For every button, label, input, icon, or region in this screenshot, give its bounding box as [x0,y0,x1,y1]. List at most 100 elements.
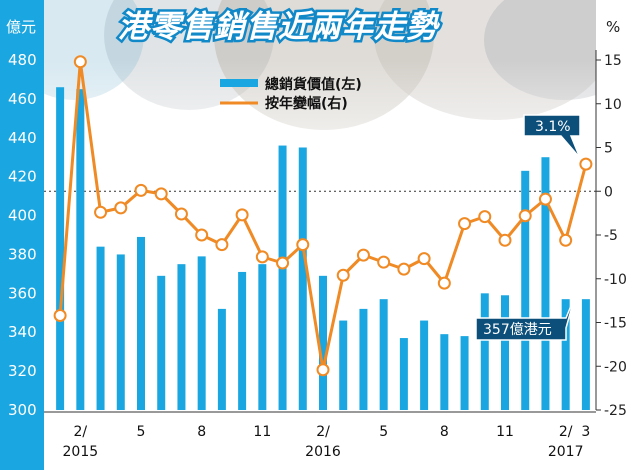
bar [116,254,125,410]
x-tick-label: 8 [440,424,449,440]
y-right-tick-label: 0 [604,184,613,200]
y-left-tick-label: 320 [8,362,37,380]
line-point [538,192,552,206]
bar [278,145,287,411]
y-right-tick-label: -15 [604,316,627,332]
line-point [53,309,67,322]
bar [561,299,570,410]
line-point [255,250,269,264]
y-left-tick-label: 360 [8,284,37,302]
line-point [417,252,431,266]
bar [96,246,105,410]
line-point [94,205,108,219]
bar [177,264,186,410]
right-axis-strip [596,0,643,470]
bar [137,236,145,410]
bar [157,275,166,410]
legend-swatch-bar [220,79,258,87]
callout-percent-text: 3.1% [535,119,571,135]
line-point [276,256,290,270]
bar [197,256,206,410]
line-point [397,262,411,276]
y-right-tick-label: 15 [604,53,622,69]
y-right-tick-label: -20 [604,359,627,375]
legend-label-bar: 總銷貨價值(左) [265,76,362,93]
y-left-tick-label: 480 [8,51,37,69]
photo-background [44,0,596,412]
x-tick-label: 3 [581,424,590,440]
bar [541,157,550,410]
line-point [336,268,350,282]
x-tick-label: 2/ [74,424,88,440]
x-tick-label: 8 [197,424,206,440]
line-point [215,238,229,252]
x-tick-label: 11 [253,424,271,440]
x-tick-year-label: 2016 [305,444,341,460]
line-point [437,276,451,290]
callout-percent-box [523,114,581,159]
line-point [498,233,512,247]
line-point [114,201,128,215]
line-point [518,209,532,223]
line-point [174,207,188,221]
x-axis-strip [44,412,596,470]
x-tick-label: 2/ [559,424,573,440]
bar [399,338,408,410]
bar [298,147,307,410]
y-right-tick-label: -5 [604,228,618,244]
line-point [559,233,573,247]
bar [480,293,489,410]
line-point [356,248,370,262]
y-right-tick-label: 5 [604,141,613,157]
bar [238,271,247,410]
x-tick-year-label: 2015 [63,444,99,460]
x-tick-label: 5 [137,424,146,440]
line-point [154,187,168,201]
chart-title: 港零售銷售近兩年走勢 [118,9,441,45]
left-axis-strip [0,0,44,470]
bar [581,299,590,410]
callout-value-box [475,295,576,341]
line-point [377,255,391,269]
line-point [296,238,310,252]
y-left-tick-label: 400 [8,207,37,225]
x-tick-label: 5 [379,424,388,440]
y-left-tick-label: 340 [8,323,37,341]
line-point [458,217,472,231]
bar [359,308,368,410]
y-right-tick-label: 10 [604,97,622,113]
bar [339,320,348,410]
legend-label-line: 按年變幅(右) [265,95,348,112]
y-right-unit: % [606,18,620,36]
bar [501,295,509,410]
bar [521,170,530,410]
line-point [316,363,330,377]
line-point [195,228,209,242]
bar [217,308,226,410]
bar [460,336,469,410]
line-point [579,157,593,171]
line-point [134,183,148,197]
line-point [478,210,492,224]
y-left-tick-label: 380 [8,245,37,263]
bar [440,334,449,410]
y-left-tick-label: 460 [8,90,37,108]
bar [56,87,65,410]
line-point [235,208,249,222]
y-left-tick-label: 420 [8,168,37,186]
y-right-tick-label: -25 [604,403,627,419]
x-tick-label: 2/ [316,424,330,440]
y-left-tick-label: 300 [8,401,37,419]
line-point [73,55,87,69]
y-left-tick-label: 440 [8,129,37,147]
bar [76,89,85,411]
bar [420,320,429,410]
x-tick-year-label: 2017 [548,444,584,460]
x-tick-label: 11 [496,424,514,440]
bar [319,275,327,410]
bar [258,264,267,410]
bar [379,299,388,410]
callout-value-text: 357億港元 [483,322,552,338]
